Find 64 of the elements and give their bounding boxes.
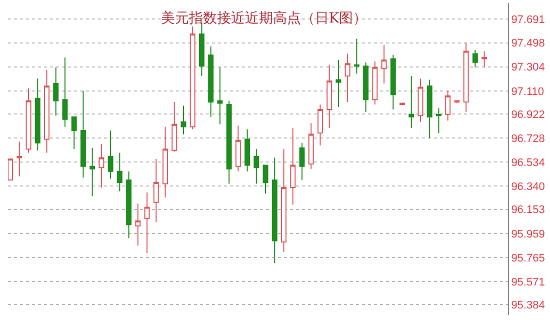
candlestick	[408, 76, 414, 129]
y-tick-label: 95.959	[511, 228, 545, 240]
candlestick	[172, 102, 178, 152]
candlestick	[262, 164, 268, 194]
candlestick	[463, 42, 469, 112]
candlestick	[363, 62, 369, 112]
y-tick-label: 97.304	[511, 62, 545, 74]
candlestick	[153, 158, 159, 223]
candlestick	[244, 128, 250, 172]
candlestick	[16, 141, 22, 177]
y-tick-label: 95.384	[511, 299, 545, 312]
candlestick	[326, 64, 332, 129]
candlestick	[426, 79, 432, 138]
candlestick	[381, 44, 387, 84]
y-tick-label: 96.922	[511, 109, 545, 122]
candlestick	[44, 69, 50, 154]
candlestick	[34, 78, 40, 151]
y-tick-label: 95.765	[511, 252, 545, 264]
candlestick	[354, 38, 360, 74]
candlestick	[208, 46, 214, 118]
y-tick-label: 96.728	[511, 133, 545, 146]
candlestick	[135, 203, 141, 246]
y-tick-label: 95.571	[511, 276, 545, 288]
candlestick	[190, 26, 196, 130]
y-tick-label: 96.153	[511, 204, 545, 216]
candlestick	[281, 148, 286, 252]
candlestick	[254, 148, 260, 184]
candlestick	[144, 192, 150, 254]
candlestick	[71, 116, 77, 150]
candlestick	[226, 100, 232, 184]
candlestick	[62, 56, 68, 128]
candlestick	[390, 54, 396, 110]
candlestick	[235, 125, 241, 172]
candlestick	[372, 60, 378, 106]
candlestick	[180, 105, 186, 135]
candlestick	[162, 126, 168, 198]
candlestick	[98, 144, 104, 188]
y-tick-label: 96.340	[511, 181, 545, 194]
candlestick	[344, 53, 350, 103]
candlestick	[90, 147, 96, 197]
y-tick-label: 97.498	[511, 38, 545, 50]
candlestick	[8, 158, 14, 181]
candlestick	[217, 66, 223, 125]
text: 美元指数接近近期高点（日K图）	[160, 10, 368, 26]
candlestick	[108, 130, 114, 180]
y-tick-label: 96.534	[511, 157, 545, 170]
candlestick	[436, 108, 442, 134]
candlestick	[116, 152, 122, 192]
candlestick	[472, 50, 478, 68]
candlestick	[482, 50, 488, 68]
candlestick	[80, 90, 86, 178]
candlestick	[317, 104, 323, 146]
candlestick	[290, 128, 296, 206]
candlestick	[308, 122, 314, 170]
y-tick-label: 97.691	[511, 14, 545, 26]
candlestick	[299, 142, 305, 181]
candlestick	[53, 66, 59, 116]
candlestick	[336, 59, 342, 108]
y-tick-label: 97.110	[511, 86, 544, 98]
candlestick	[26, 88, 32, 154]
candlestick	[272, 157, 278, 264]
candlestick	[418, 78, 424, 122]
candlestick	[126, 170, 132, 239]
candlestick	[445, 90, 451, 122]
